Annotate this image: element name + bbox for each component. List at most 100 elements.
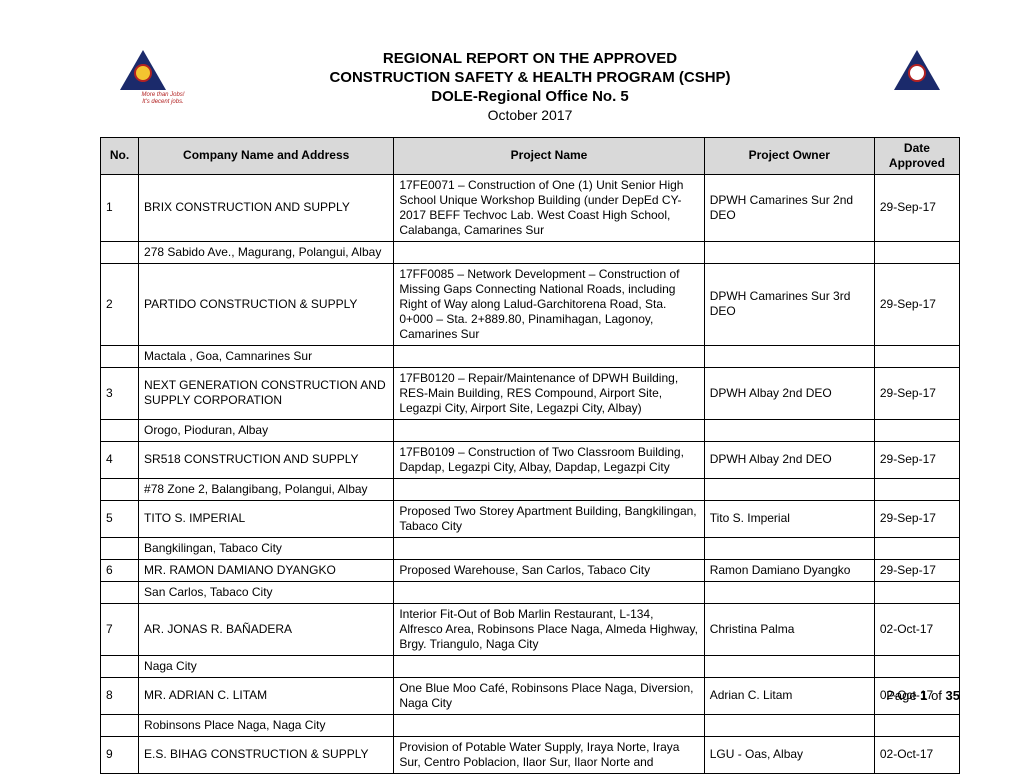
cell-date: 29-Sep-17 [874,559,959,581]
table-row: 3NEXT GENERATION CONSTRUCTION AND SUPPLY… [101,367,960,419]
table-address-row: Mactala , Goa, Camnarines Sur [101,345,960,367]
cell-address: Orogo, Pioduran, Albay [139,419,394,441]
cell-project: 17FB0109 – Construction of Two Classroom… [394,441,704,478]
slogan-text: More than Jobs! It's decent jobs. [128,92,198,105]
cell-empty [101,714,139,736]
cell-project: Provision of Potable Water Supply, Iraya… [394,736,704,773]
table-address-row: Naga City [101,655,960,677]
table-row: 5TITO S. IMPERIALProposed Two Storey Apa… [101,500,960,537]
table-address-row: 278 Sabido Ave., Magurang, Polangui, Alb… [101,241,960,263]
logo-right [894,50,940,96]
col-owner: Project Owner [704,137,874,174]
table-address-row: Orogo, Pioduran, Albay [101,419,960,441]
cell-empty [394,345,704,367]
cell-empty [704,537,874,559]
cell-address: #78 Zone 2, Balangibang, Polangui, Albay [139,478,394,500]
footer-prefix: Page [886,688,920,703]
logo-left: More than Jobs! It's decent jobs. [120,50,166,96]
cell-no: 8 [101,677,139,714]
page-footer: Page 1 of 35 [886,688,960,703]
cell-empty [874,478,959,500]
cell-project: 17FE0071 – Construction of One (1) Unit … [394,174,704,241]
cell-company: AR. JONAS R. BAÑADERA [139,603,394,655]
table-row: 4SR518 CONSTRUCTION AND SUPPLY17FB0109 –… [101,441,960,478]
cell-empty [704,241,874,263]
cell-owner: DPWH Albay 2nd DEO [704,367,874,419]
cell-project: Proposed Two Storey Apartment Building, … [394,500,704,537]
title-line-1: REGIONAL REPORT ON THE APPROVED [329,50,730,69]
subtitle: October 2017 [329,107,730,125]
title-line-3: DOLE-Regional Office No. 5 [329,88,730,107]
table-row: 2PARTIDO CONSTRUCTION & SUPPLY17FF0085 –… [101,263,960,345]
cell-empty [874,655,959,677]
col-project: Project Name [394,137,704,174]
report-table: No. Company Name and Address Project Nam… [100,137,960,774]
cell-project: One Blue Moo Café, Robinsons Place Naga,… [394,677,704,714]
cell-project: 17FB0120 – Repair/Maintenance of DPWH Bu… [394,367,704,419]
cell-company: PARTIDO CONSTRUCTION & SUPPLY [139,263,394,345]
cell-no: 3 [101,367,139,419]
cell-address: Robinsons Place Naga, Naga City [139,714,394,736]
title-block: REGIONAL REPORT ON THE APPROVED CONSTRUC… [329,50,730,125]
cell-date: 29-Sep-17 [874,441,959,478]
document-header: More than Jobs! It's decent jobs. REGION… [100,50,960,125]
table-row: 6MR. RAMON DAMIANO DYANGKOProposed Wareh… [101,559,960,581]
cell-empty [874,419,959,441]
cell-company: MR. ADRIAN C. LITAM [139,677,394,714]
cell-empty [704,581,874,603]
cell-owner: Christina Palma [704,603,874,655]
cell-empty [101,478,139,500]
cell-empty [874,581,959,603]
cell-owner: DPWH Camarines Sur 3rd DEO [704,263,874,345]
cell-no: 6 [101,559,139,581]
cell-owner: DPWH Camarines Sur 2nd DEO [704,174,874,241]
table-address-row: #78 Zone 2, Balangibang, Polangui, Albay [101,478,960,500]
table-header: No. Company Name and Address Project Nam… [101,137,960,174]
agency-logo-icon [894,50,940,96]
dole-logo-icon [120,50,166,96]
table-address-row: Robinsons Place Naga, Naga City [101,714,960,736]
cell-date: 29-Sep-17 [874,500,959,537]
cell-empty [704,419,874,441]
cell-empty [704,345,874,367]
footer-total: 35 [946,688,960,703]
cell-empty [394,241,704,263]
cell-empty [874,714,959,736]
cell-address: Naga City [139,655,394,677]
cell-empty [874,537,959,559]
cell-owner: Adrian C. Litam [704,677,874,714]
cell-owner: Tito S. Imperial [704,500,874,537]
cell-empty [704,478,874,500]
cell-empty [394,581,704,603]
cell-empty [704,655,874,677]
cell-date: 29-Sep-17 [874,263,959,345]
footer-of: of [927,688,945,703]
cell-company: MR. RAMON DAMIANO DYANGKO [139,559,394,581]
cell-empty [101,345,139,367]
slogan-line-1: More than Jobs! [141,92,184,98]
cell-empty [394,478,704,500]
cell-address: San Carlos, Tabaco City [139,581,394,603]
cell-address: 278 Sabido Ave., Magurang, Polangui, Alb… [139,241,394,263]
cell-project: Interior Fit-Out of Bob Marlin Restauran… [394,603,704,655]
cell-date: 02-Oct-17 [874,603,959,655]
table-row: 9E.S. BIHAG CONSTRUCTION & SUPPLYProvisi… [101,736,960,773]
cell-empty [101,581,139,603]
cell-no: 7 [101,603,139,655]
table-row: 1BRIX CONSTRUCTION AND SUPPLY17FE0071 – … [101,174,960,241]
table-body: 1BRIX CONSTRUCTION AND SUPPLY17FE0071 – … [101,174,960,773]
cell-empty [101,537,139,559]
cell-project: 17FF0085 – Network Development – Constru… [394,263,704,345]
cell-date: 02-Oct-17 [874,736,959,773]
cell-no: 9 [101,736,139,773]
cell-empty [101,655,139,677]
cell-company: BRIX CONSTRUCTION AND SUPPLY [139,174,394,241]
page: More than Jobs! It's decent jobs. REGION… [0,0,1020,721]
table-row: 7AR. JONAS R. BAÑADERAInterior Fit-Out o… [101,603,960,655]
cell-address: Bangkilingan, Tabaco City [139,537,394,559]
cell-empty [101,419,139,441]
col-company: Company Name and Address [139,137,394,174]
table-address-row: Bangkilingan, Tabaco City [101,537,960,559]
cell-empty [394,537,704,559]
cell-owner: DPWH Albay 2nd DEO [704,441,874,478]
